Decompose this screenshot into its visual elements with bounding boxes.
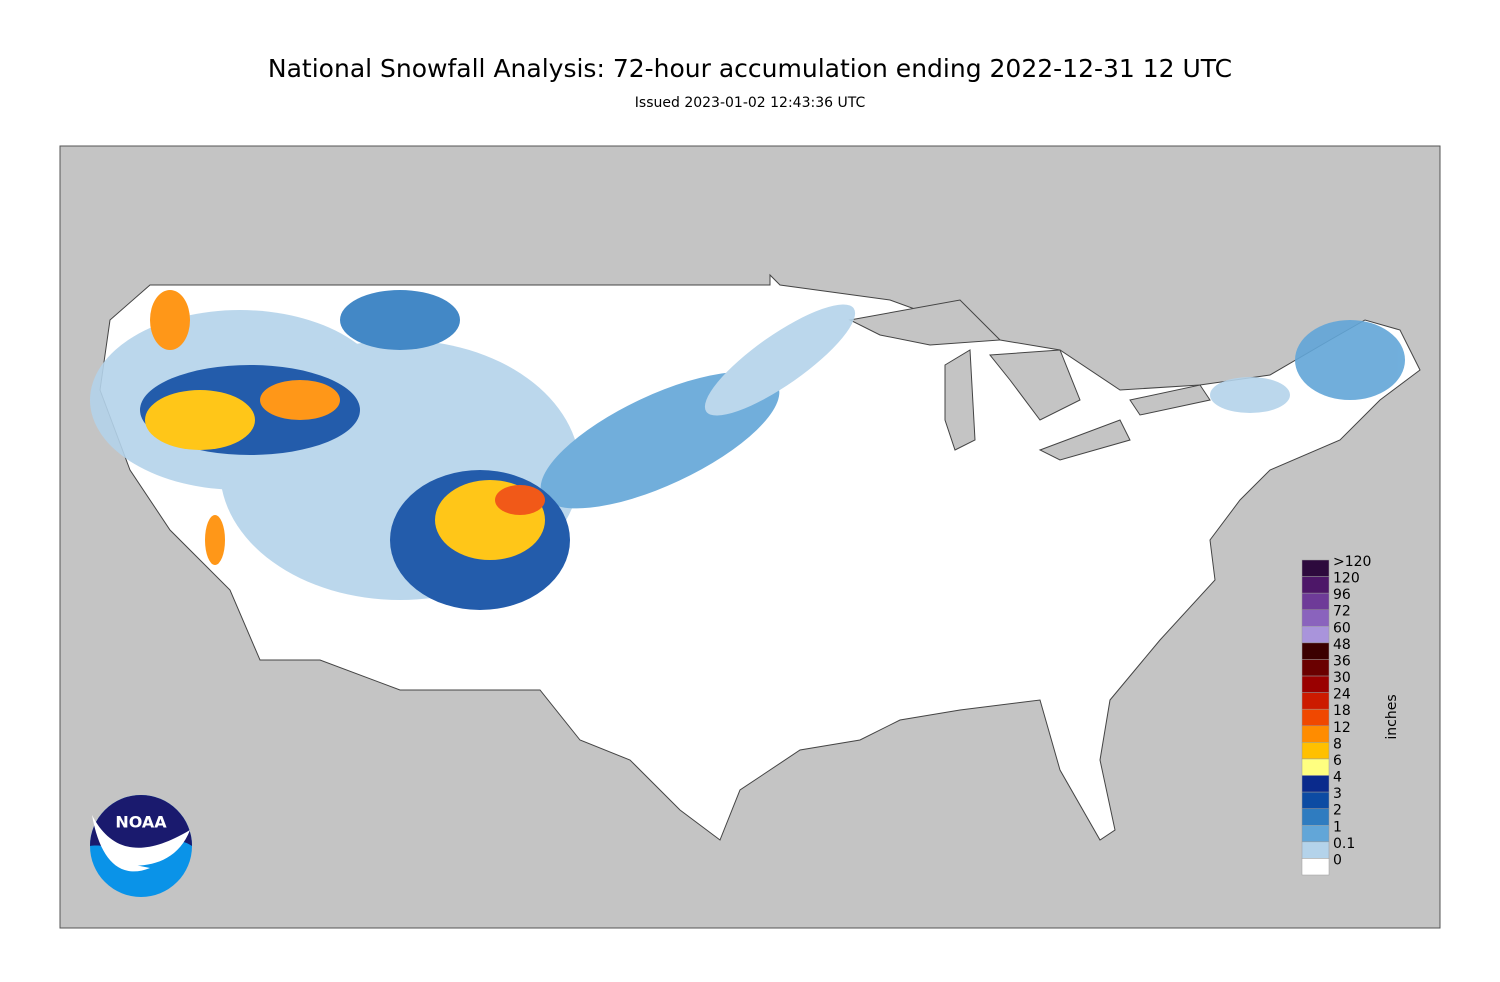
legend-label: 8 [1333,736,1342,752]
legend-swatch [1301,708,1330,727]
legend-title: inches [1384,694,1400,739]
legend-swatch [1301,642,1330,660]
legend-swatch [1301,592,1330,610]
legend-swatch [1301,559,1330,577]
legend-label: 120 [1333,571,1360,587]
legend-label: 30 [1333,670,1351,686]
noaa-logo: NOAA [90,795,192,897]
legend-swatch [1301,609,1330,627]
logo-top [90,795,192,853]
great-lakes [848,299,1211,461]
legend-label: >120 [1333,554,1371,570]
legend: inches >1201209672604836302418128643210.… [1301,554,1400,876]
legend-label: 1 [1333,819,1342,835]
legend-swatch [1301,858,1330,876]
legend-swatch [1301,626,1330,644]
legend-swatch [1301,775,1330,793]
legend-swatch [1301,841,1330,859]
legend-label: 3 [1333,786,1342,802]
legend-label: 48 [1333,637,1351,653]
legend-label: 2 [1333,803,1342,819]
logo-text: NOAA [115,813,167,832]
legend-label: 4 [1333,770,1342,786]
logo-wave [92,815,190,872]
legend-swatch [1301,675,1330,693]
legend-swatch [1301,742,1330,760]
subtitle: Issued 2023-01-02 12:43:36 UTC [635,95,866,111]
title: National Snowfall Analysis: 72-hour accu… [268,54,1232,83]
legend-label: 12 [1333,720,1351,736]
legend-label: 6 [1333,753,1342,769]
legend-swatch [1301,791,1330,809]
legend-label: 36 [1333,653,1351,669]
legend-swatch [1301,576,1330,594]
legend-label: 60 [1333,620,1351,636]
legend-label: 0 [1333,852,1342,868]
snow-areas [90,290,1405,610]
legend-swatch [1301,825,1330,843]
legend-swatch [1301,725,1330,743]
legend-swatch [1301,659,1330,677]
legend-label: 72 [1333,604,1351,620]
legend-swatch [1301,758,1330,776]
legend-label: 18 [1333,703,1351,719]
legend-label: 24 [1333,687,1351,703]
legend-label: 96 [1333,587,1351,603]
legend-swatch [1301,808,1330,826]
legend-swatch [1301,692,1330,710]
legend-label: 0.1 [1333,836,1355,852]
map [59,145,1441,929]
